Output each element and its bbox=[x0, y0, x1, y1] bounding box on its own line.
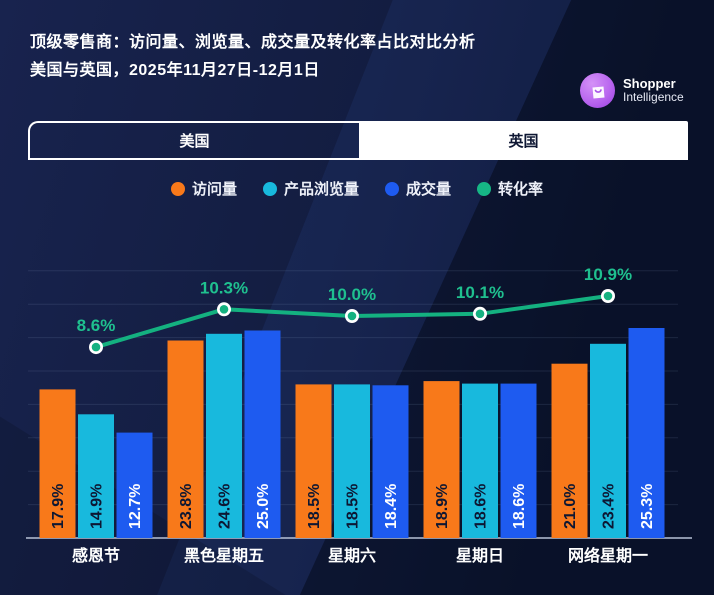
page-title: 顶级零售商：访问量、浏览量、成交量及转化率占比对比分析 bbox=[30, 34, 476, 51]
bar bbox=[590, 343, 626, 538]
line-marker-center bbox=[347, 311, 357, 321]
category-label: 黑色星期五 bbox=[184, 546, 264, 565]
legend-item-visits[interactable]: 访问量 bbox=[170, 178, 237, 199]
legend-dot-icon bbox=[477, 181, 492, 196]
bar-value-label: 18.6% bbox=[473, 484, 490, 529]
country-tabs: 美国 英国 bbox=[28, 121, 688, 160]
bar bbox=[628, 328, 665, 538]
bar-value-label: 18.6% bbox=[511, 484, 528, 529]
bar bbox=[334, 384, 370, 538]
bar bbox=[244, 330, 281, 538]
category-label: 星期日 bbox=[456, 546, 504, 565]
line-value-label: 10.1% bbox=[456, 283, 504, 302]
bar bbox=[167, 340, 204, 538]
legend-dot-icon bbox=[385, 181, 399, 196]
brand-name-line1: Shopper bbox=[623, 75, 676, 91]
bar bbox=[78, 414, 114, 538]
legend-item-conversion-rate[interactable]: 转化率 bbox=[477, 178, 543, 199]
page-subtitle: 美国与英国，2025年11月27日-12月1日 bbox=[30, 62, 320, 79]
brand-logo-text: Shopper Intelligence bbox=[623, 75, 684, 105]
bar-value-label: 18.9% bbox=[434, 484, 451, 529]
bar bbox=[116, 432, 153, 538]
bar bbox=[295, 384, 332, 538]
chart-svg: 17.9% 14.9% 12.7% 感恩节 23.8% 24.6% 25.0% 黑色星期五 18… bbox=[26, 265, 692, 565]
line-marker-center bbox=[475, 309, 485, 319]
bar-value-label: 18.5% bbox=[345, 484, 362, 529]
line-value-label: 8.6% bbox=[77, 316, 116, 335]
line-marker-center bbox=[219, 305, 229, 314]
legend-dot-icon bbox=[170, 181, 185, 196]
bar-value-label: 24.6% bbox=[217, 484, 234, 529]
category-label: 网络星期一 bbox=[568, 546, 648, 565]
bar-value-label: 12.7% bbox=[127, 484, 144, 529]
line-marker-center bbox=[91, 342, 101, 352]
bar-value-label: 18.5% bbox=[306, 484, 323, 529]
bar-value-label: 21.0% bbox=[562, 484, 579, 529]
bar bbox=[39, 389, 76, 538]
bar-value-label: 18.4% bbox=[383, 484, 400, 529]
tab-us[interactable]: 美国 bbox=[28, 121, 359, 160]
bar bbox=[206, 333, 242, 538]
legend-dot-icon bbox=[262, 181, 277, 196]
bar-value-label: 23.4% bbox=[601, 484, 618, 529]
bar bbox=[423, 381, 460, 538]
legend-item-transactions[interactable]: 成交量 bbox=[385, 178, 451, 199]
line-marker-center bbox=[603, 291, 613, 301]
line-value-label: 10.9% bbox=[584, 265, 632, 284]
brand-logo: Shopper Intelligence bbox=[580, 73, 684, 108]
legend-label: 成交量 bbox=[406, 181, 452, 198]
bar bbox=[500, 383, 537, 538]
legend-label: 访问量 bbox=[191, 181, 237, 198]
legend-label: 转化率 bbox=[498, 181, 544, 198]
brand-name-line2: Intelligence bbox=[623, 90, 684, 105]
bar-value-label: 17.9% bbox=[50, 484, 67, 529]
bar bbox=[462, 383, 498, 538]
bar-line-chart: 17.9% 14.9% 12.7% 感恩节 23.8% 24.6% 25.0% 黑色星期五 18… bbox=[0, 235, 714, 595]
tab-uk[interactable]: 英国 bbox=[359, 121, 688, 160]
bar-value-label: 25.0% bbox=[255, 484, 272, 529]
bar-value-label: 14.9% bbox=[89, 484, 106, 529]
line-value-label: 10.0% bbox=[328, 285, 376, 304]
line-value-label: 10.3% bbox=[200, 278, 248, 297]
bar-value-label: 25.3% bbox=[639, 484, 656, 529]
legend-label: 产品浏览量 bbox=[283, 181, 359, 198]
shopping-bag-icon bbox=[580, 73, 615, 108]
category-label: 星期六 bbox=[328, 546, 376, 565]
category-label: 感恩节 bbox=[72, 546, 120, 565]
bar bbox=[551, 363, 588, 538]
chart-legend: 访问量 产品浏览量 成交量 转化率 bbox=[0, 178, 714, 199]
legend-item-product-views[interactable]: 产品浏览量 bbox=[262, 178, 359, 199]
bar bbox=[372, 385, 409, 538]
bar-value-label: 23.8% bbox=[178, 484, 195, 529]
